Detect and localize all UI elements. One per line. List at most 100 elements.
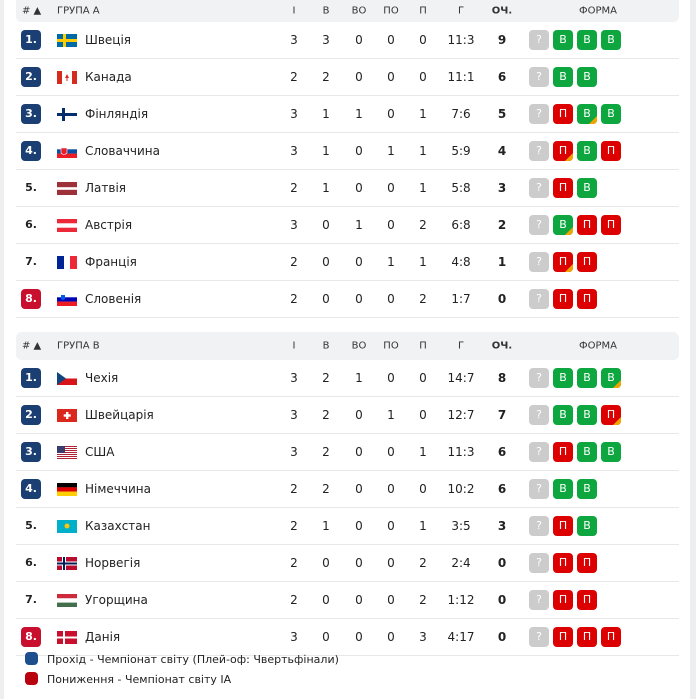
form-badge[interactable]: П [601,141,621,161]
form-badge[interactable]: ? [529,368,549,388]
col-header-ow[interactable]: ВО [351,340,367,352]
table-row[interactable]: 1. Швеція 3 3 0 0 0 11:3 9 ? В В В [16,22,679,59]
table-row[interactable]: 6. Австрія 3 0 1 0 2 6:8 2 ? В П П [16,207,679,244]
team-name[interactable]: Норвегія [85,556,141,570]
team-name[interactable]: Словенія [85,292,142,306]
form-badge[interactable]: В [577,442,597,462]
form-badge[interactable]: ? [529,104,549,124]
form-badge[interactable]: В [601,30,621,50]
form-badge[interactable]: В [577,141,597,161]
form-badge[interactable]: П [577,289,597,309]
col-header-ol[interactable]: ПО [383,5,399,17]
col-header-pts[interactable]: ОЧ. [491,340,513,352]
form-badge[interactable]: В [577,178,597,198]
form-badge[interactable]: П [553,289,573,309]
form-badge[interactable]: П [577,627,597,647]
form-badge[interactable]: П [553,553,573,573]
team-name[interactable]: Словаччина [85,144,160,158]
team-name[interactable]: Угорщина [85,593,148,607]
form-badge[interactable]: ? [529,479,549,499]
form-badge[interactable]: ? [529,289,549,309]
form-badge[interactable]: В [577,30,597,50]
form-badge[interactable]: В [577,67,597,87]
team-name[interactable]: Фінляндія [85,107,149,121]
form-badge[interactable]: П [601,627,621,647]
form-badge[interactable]: В [601,104,621,124]
form-badge[interactable]: ? [529,442,549,462]
form-badge[interactable]: П [601,405,621,425]
team-name[interactable]: Данія [85,630,121,644]
team-name[interactable]: Німеччина [85,482,151,496]
form-badge[interactable]: П [577,252,597,272]
col-header-i[interactable]: І [292,340,296,352]
form-badge[interactable]: ? [529,553,549,573]
team-name[interactable]: Швейцарія [85,408,154,422]
form-badge[interactable]: В [553,67,573,87]
form-badge[interactable]: В [601,442,621,462]
table-row[interactable]: 2. Канада 2 2 0 0 0 11:1 6 ? В В [16,59,679,96]
table-row[interactable]: 4. Німеччина 2 2 0 0 0 10:2 6 ? В В [16,471,679,508]
form-badge[interactable]: В [553,215,573,235]
team-name[interactable]: Канада [85,70,132,84]
form-badge[interactable]: ? [529,405,549,425]
table-row[interactable]: 2. Швейцарія 3 2 0 1 0 12:7 7 ? В В П [16,397,679,434]
form-badge[interactable]: П [577,590,597,610]
form-badge[interactable]: В [601,368,621,388]
form-badge[interactable]: П [553,516,573,536]
team-name[interactable]: Австрія [85,218,133,232]
table-row[interactable]: 7. Франція 2 0 0 1 1 4:8 1 ? П П [16,244,679,281]
form-badge[interactable]: ? [529,590,549,610]
sort-rank-button[interactable]: # ▲ [22,5,42,17]
form-badge[interactable]: П [553,141,573,161]
sort-rank-button[interactable]: # ▲ [22,340,42,352]
form-badge[interactable]: ? [529,141,549,161]
col-header-g[interactable]: Г [457,340,465,352]
form-badge[interactable]: ? [529,252,549,272]
col-header-pts[interactable]: ОЧ. [491,5,513,17]
form-badge[interactable]: В [577,104,597,124]
table-row[interactable]: 1. Чехія 3 2 1 0 0 14:7 8 ? В В В [16,360,679,397]
team-name[interactable]: Франція [85,255,137,269]
col-header-g[interactable]: Г [457,5,465,17]
form-badge[interactable]: В [577,516,597,536]
form-badge[interactable]: ? [529,516,549,536]
form-badge[interactable]: ? [529,215,549,235]
form-badge[interactable]: П [553,442,573,462]
col-header-i[interactable]: І [292,5,296,17]
team-name[interactable]: Чехія [85,371,119,385]
table-row[interactable]: 3. Фінляндія 3 1 1 0 1 7:6 5 ? П В В [16,96,679,133]
form-badge[interactable]: П [553,252,573,272]
team-name[interactable]: Швеція [85,33,132,47]
form-badge[interactable]: П [577,215,597,235]
form-badge[interactable]: В [553,405,573,425]
table-row[interactable]: 7. Угорщина 2 0 0 0 2 1:12 0 ? П П [16,582,679,619]
team-name[interactable]: Латвія [85,181,126,195]
col-header-w[interactable]: В [322,5,330,17]
table-row[interactable]: 6. Норвегія 2 0 0 0 2 2:4 0 ? П П [16,545,679,582]
form-badge[interactable]: П [553,590,573,610]
form-badge[interactable]: П [601,215,621,235]
form-badge[interactable]: В [553,30,573,50]
form-badge[interactable]: П [553,178,573,198]
table-row[interactable]: 8. Словенія 2 0 0 0 2 1:7 0 ? П П [16,281,679,318]
team-name[interactable]: Казахстан [85,519,151,533]
form-badge[interactable]: ? [529,627,549,647]
form-badge[interactable]: В [577,479,597,499]
form-badge[interactable]: В [553,479,573,499]
form-badge[interactable]: В [577,368,597,388]
form-badge[interactable]: П [553,627,573,647]
form-badge[interactable]: В [577,405,597,425]
team-name[interactable]: США [85,445,115,459]
form-badge[interactable]: П [553,104,573,124]
col-header-l[interactable]: П [419,5,427,17]
table-row[interactable]: 8. Данія 3 0 0 0 3 4:17 0 ? П П П [16,619,679,656]
form-badge[interactable]: П [577,553,597,573]
table-row[interactable]: 4. Словаччина 3 1 0 1 1 5:9 4 ? П В П [16,133,679,170]
col-header-ow[interactable]: ВО [351,5,367,17]
col-header-l[interactable]: П [419,340,427,352]
col-header-w[interactable]: В [322,340,330,352]
table-row[interactable]: 5. Казахстан 2 1 0 0 1 3:5 3 ? П В [16,508,679,545]
table-row[interactable]: 5. Латвія 2 1 0 0 1 5:8 3 ? П В [16,170,679,207]
form-badge[interactable]: ? [529,30,549,50]
table-row[interactable]: 3. США 3 2 0 0 1 11:3 6 ? П В В [16,434,679,471]
